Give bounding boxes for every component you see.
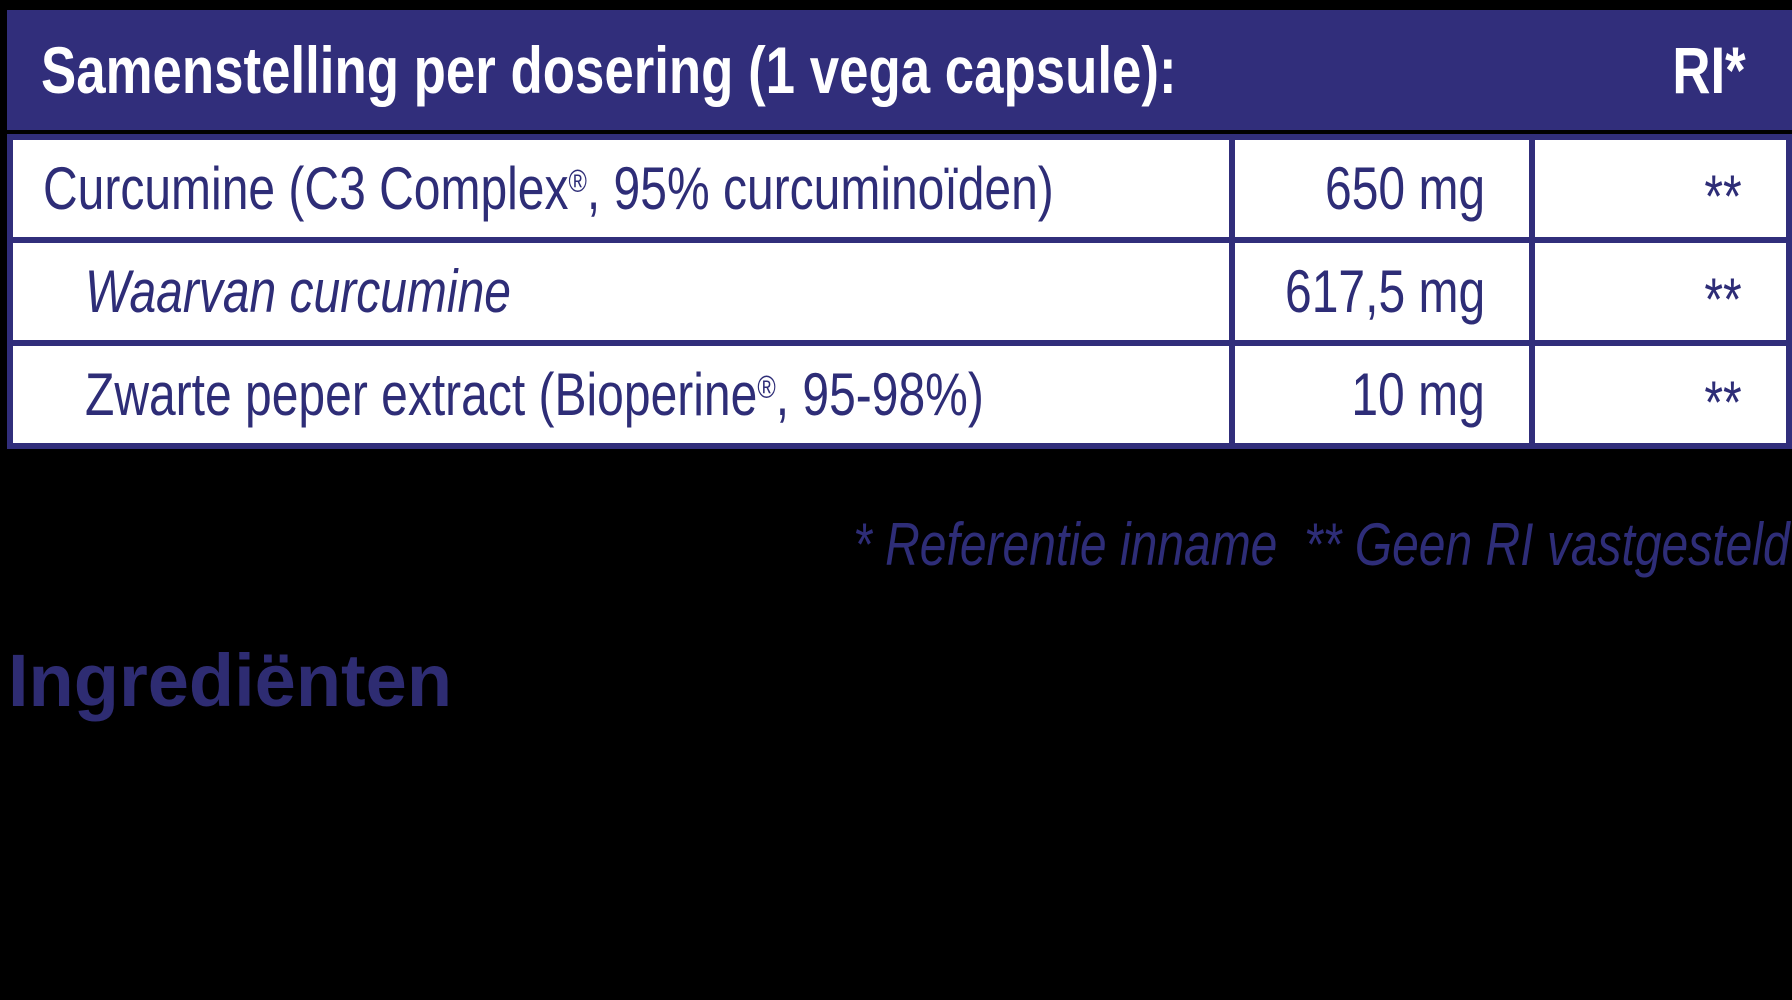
ingredient-name: Curcumine (C3 Complex®, 95% curcuminoïde… <box>43 155 1054 222</box>
ingredient-ri-value: ** <box>1529 346 1786 443</box>
table-row: Waarvan curcumine 617,5 mg ** <box>13 237 1786 340</box>
footnote: * Referentie inname ** Geen RI vastgeste… <box>0 506 1790 584</box>
table-header: Samenstelling per dosering (1 vega capsu… <box>7 10 1792 130</box>
table-title: Samenstelling per dosering (1 vega capsu… <box>41 33 1177 107</box>
ingredient-name: Zwarte peper extract (Bioperine®, 95-98%… <box>85 361 984 428</box>
ingredient-name: Waarvan curcumine <box>85 258 511 325</box>
composition-table: Samenstelling per dosering (1 vega capsu… <box>7 10 1792 449</box>
ingredient-ri-value: ** <box>1529 140 1786 237</box>
footnote-text: * Referentie inname ** Geen RI vastgeste… <box>853 511 1790 578</box>
ri-column-header: RI* <box>1672 33 1746 107</box>
ingredient-amount: 10 mg <box>1229 346 1529 443</box>
ingredients-heading: Ingrediënten <box>8 639 453 722</box>
table-body: Curcumine (C3 Complex®, 95% curcuminoïde… <box>7 134 1792 449</box>
table-row: Zwarte peper extract (Bioperine®, 95-98%… <box>13 340 1786 443</box>
ingredient-amount: 617,5 mg <box>1229 243 1529 340</box>
ingredient-amount: 650 mg <box>1229 140 1529 237</box>
table-row: Curcumine (C3 Complex®, 95% curcuminoïde… <box>13 140 1786 237</box>
ingredient-ri-value: ** <box>1529 243 1786 340</box>
